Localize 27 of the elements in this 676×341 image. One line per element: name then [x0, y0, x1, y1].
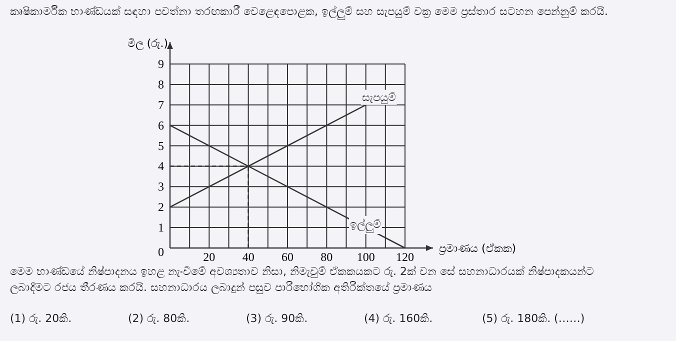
- annotation: (4) රු. 160කි.: [364, 311, 433, 327]
- y-tick-label: 2: [158, 200, 164, 214]
- series-label: සැපයුම්: [362, 90, 396, 104]
- annotation: (5) රු. 180කි. (……): [482, 311, 585, 327]
- x-tick-label: 20: [203, 250, 216, 264]
- y-tick-label: 1: [158, 220, 164, 235]
- title: කෘෂිකාර්මික භාණ්ඩයක් සඳහා පවත්නා තරඟකාරී වෙළෙඳපොළක, ඉල්ලුම් සහ සැපයුම් වක්‍ර මෙම ප්‍රස්තාර සටහන පෙන්නුම් කරයි.: [10, 4, 609, 20]
- x-tick-label: 80: [320, 250, 333, 264]
- y-tick-label: 7: [158, 98, 164, 112]
- x-axis-title: ප්‍රමාණය (ඒකක): [439, 242, 516, 255]
- y-axis-title: මිල (රු.): [127, 37, 168, 51]
- x-tick-label: 100: [356, 250, 375, 264]
- y-tick-label: 6: [158, 118, 164, 132]
- annotation: (3) රු. 90කි.: [246, 311, 308, 327]
- y-tick-label: 4: [158, 159, 164, 174]
- x-tick-label: 40: [242, 250, 254, 264]
- y-tick-label: 3: [158, 180, 164, 194]
- y-tick-label: 5: [158, 138, 164, 153]
- x-tick-label: 120: [396, 250, 414, 264]
- annotation: මෙම භාණ්ඩයේ නිෂ්පාදනය ඉහළ නැංවීමේ අවශ්‍යතාව නිසා, නිමැවුම් ඒකකයකට රු. 2ක් වන සේ සහනාධාරයක් නිෂ්පාදකයන්ට ලබාදීමට රජය තීරණය කරයි. සහනාධාරය ලබාදුන් පසුව පාරිභෝගික අතිරික්තයේ ප්‍රමාණය: [10, 264, 595, 296]
- annotation: (1) රු. 20කි.: [10, 311, 72, 327]
- y-tick-label: 8: [158, 77, 164, 92]
- y-tick-label: 9: [158, 57, 164, 71]
- series-label: ඉල්ලුම්: [350, 217, 381, 233]
- annotation: (2) රු. 80කි.: [128, 311, 190, 327]
- x-tick-label: 60: [282, 250, 294, 264]
- y-tick-label: 0: [158, 245, 164, 259]
